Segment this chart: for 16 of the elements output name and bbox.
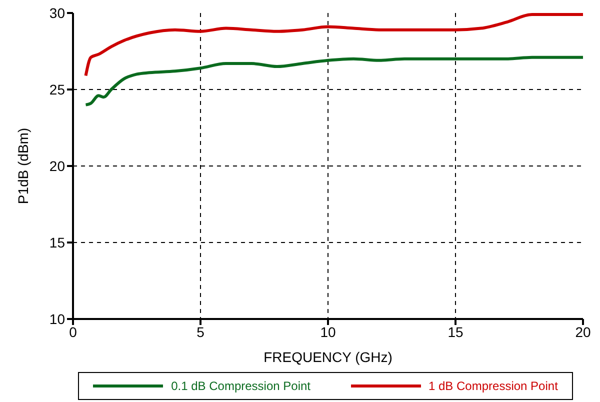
y-tick-label: 10 <box>49 310 66 327</box>
x-axis-title: FREQUENCY (GHz) <box>264 349 392 365</box>
x-tick-label: 10 <box>320 324 336 340</box>
y-axis-title: P1dB (dBm) <box>14 128 31 204</box>
y-tick-label: 25 <box>49 81 66 98</box>
text: 0.1 dB Compression Point <box>170 379 310 393</box>
y-tick-label: 30 <box>49 4 66 21</box>
x-tick-label: 20 <box>575 324 591 340</box>
line-series <box>84 13 583 78</box>
x-tick-label: 5 <box>196 324 205 340</box>
text: 1 dB Compression Point <box>428 379 558 393</box>
y-tick-label: 20 <box>49 158 66 174</box>
y-tick-label: 15 <box>49 234 66 250</box>
x-tick-label: 0 <box>69 324 78 340</box>
line-series <box>84 56 583 106</box>
x-tick-label: 15 <box>448 324 464 340</box>
